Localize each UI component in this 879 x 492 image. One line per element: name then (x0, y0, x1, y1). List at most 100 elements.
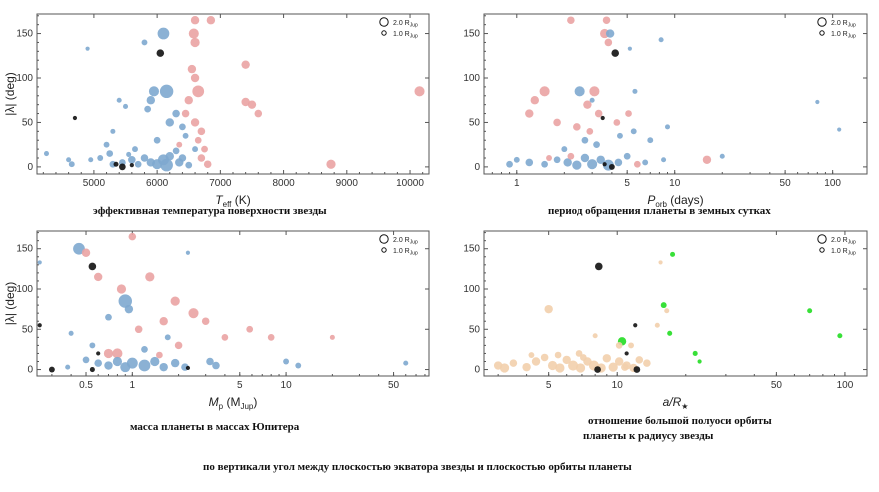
data-point (103, 141, 110, 148)
chart-panel-3: 0 50 100 150 0.5 1 5 10 50 Mp (MJup) |λ| (deg) 2.0 … (3, 230, 430, 411)
data-point (611, 49, 619, 57)
legend-marker-big (379, 17, 389, 27)
x-tick-label: 50 (771, 380, 783, 391)
legend-marker-big (379, 234, 389, 244)
data-point (85, 46, 90, 51)
data-point (190, 118, 200, 127)
data-point (201, 317, 210, 326)
data-point (188, 28, 199, 39)
x-tick-label: 5 (624, 178, 630, 189)
data-point (295, 362, 302, 369)
x-tick-label: 50 (780, 178, 792, 189)
data-point (525, 158, 534, 167)
data-point (187, 64, 197, 74)
data-point (122, 103, 129, 109)
data-point (65, 364, 71, 370)
data-point (132, 146, 138, 153)
data-point (88, 157, 94, 163)
data-point (403, 360, 409, 366)
data-point (283, 358, 290, 365)
data-point (613, 119, 621, 126)
legend-label-small: 1.0 RJup (831, 248, 856, 257)
data-point (128, 232, 137, 241)
data-point (184, 96, 193, 105)
caption-teff: эффективная температура поверхности звез… (93, 205, 327, 217)
data-point (509, 359, 518, 367)
data-point (129, 163, 134, 168)
data-point (103, 348, 114, 359)
data-point (246, 325, 254, 333)
data-point (562, 355, 571, 365)
data-point (602, 354, 611, 363)
data-point (586, 127, 594, 135)
data-point (68, 161, 75, 168)
data-point (837, 333, 843, 339)
data-point (530, 96, 539, 105)
x-tick-label: 0.5 (79, 380, 93, 391)
data-point (643, 359, 651, 367)
data-point (221, 333, 229, 341)
data-point (88, 262, 97, 271)
data-point (197, 154, 206, 162)
data-point (190, 73, 200, 83)
data-point (614, 158, 623, 167)
data-point (172, 147, 180, 155)
legend-label-small: 1.0 RJup (393, 248, 418, 257)
data-point (144, 105, 152, 113)
data-point (661, 157, 667, 163)
data-point (568, 360, 579, 371)
data-point (170, 358, 180, 368)
data-point (604, 38, 613, 47)
data-point (541, 160, 548, 168)
data-point (664, 308, 670, 314)
data-point (632, 88, 638, 94)
data-point (593, 141, 600, 149)
data-point (329, 334, 335, 340)
data-point (525, 109, 534, 118)
data-point (81, 248, 91, 257)
data-point (138, 359, 151, 372)
y-tick-label: 100 (463, 73, 480, 84)
data-point (128, 155, 136, 164)
data-point (73, 242, 85, 255)
data-point (499, 363, 510, 373)
data-point (658, 37, 664, 43)
data-point (170, 296, 180, 306)
data-point (702, 155, 712, 164)
data-point (326, 159, 336, 169)
data-point (608, 362, 618, 372)
data-point (587, 159, 598, 170)
data-point (247, 100, 257, 109)
data-point (72, 115, 78, 121)
data-point (146, 96, 156, 105)
data-point (615, 342, 623, 349)
x-tick-label: 1 (514, 178, 520, 189)
data-point (174, 341, 183, 350)
data-point (192, 85, 205, 98)
data-point (206, 357, 214, 366)
y-tick-label: 0 (474, 162, 480, 173)
caption-ar-line2: планеты к радиусу звезды (583, 430, 714, 442)
data-point (190, 37, 200, 48)
data-point (621, 363, 629, 371)
data-point (614, 357, 624, 366)
data-point (664, 124, 671, 130)
data-point (647, 137, 654, 144)
data-point (617, 132, 623, 139)
data-point (547, 360, 558, 371)
data-point (573, 123, 581, 131)
data-point (141, 39, 148, 46)
caption-y-axis: по вертикали угол между плоскостью экват… (203, 461, 632, 473)
data-point (124, 304, 134, 314)
x-tick-label: 7000 (209, 178, 232, 189)
data-point (145, 272, 155, 282)
data-point (134, 160, 142, 168)
data-point (602, 16, 611, 25)
data-point (522, 362, 531, 372)
data-point (192, 146, 199, 153)
x-tick-label: 100 (837, 380, 854, 391)
data-point (837, 127, 842, 132)
data-point (572, 160, 582, 170)
y-tick-label: 150 (463, 244, 480, 255)
data-point (513, 156, 520, 163)
